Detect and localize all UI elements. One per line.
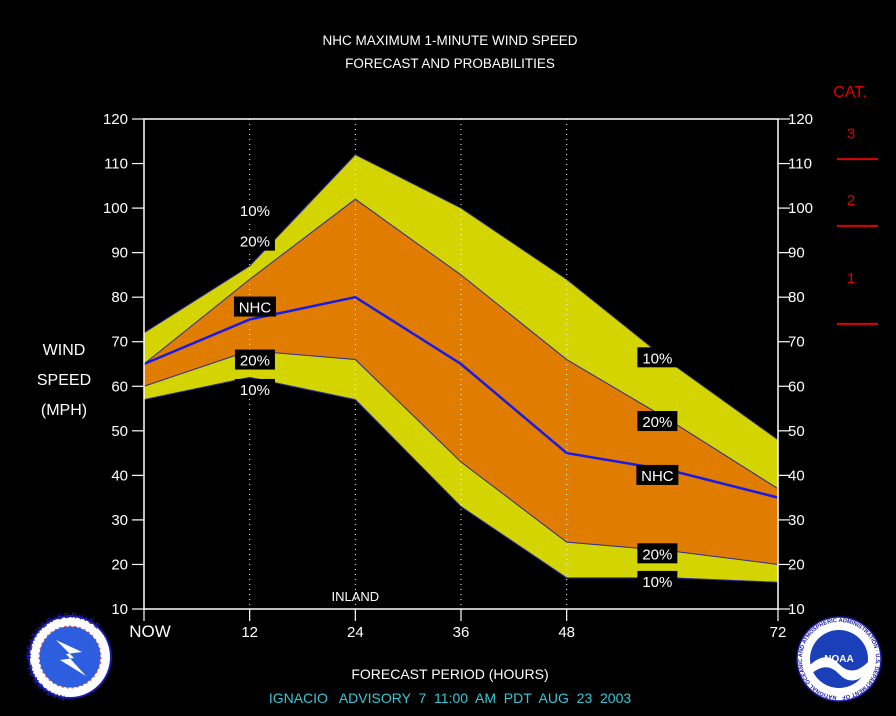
y-tick-label: 20 [788,556,805,573]
series-label-text: 10% [240,203,270,220]
series-label-text: 20% [240,353,270,370]
y-tick-label: 90 [111,245,128,262]
x-tick-label: 48 [558,624,575,641]
y-tick-label: 70 [111,334,128,351]
y-tick-label: 10 [788,601,805,618]
category-scale: CAT. 3 2 1 [833,84,878,325]
nws-logo: NATIONAL WEATHER SERVICE [24,611,112,703]
series-label: 10% [234,199,275,220]
series-label: NHC [636,464,679,485]
series-label-box [637,347,678,368]
y-tick-label: 80 [788,289,805,306]
x-axis: NOW 12 24 36 48 72 [129,609,786,641]
series-label-box [234,230,275,251]
series-label-box [234,199,275,220]
y-tick-label: 50 [788,423,805,440]
y-label-line1: WIND [43,342,86,359]
chart-subtitle: FORECAST AND PROBABILITIES [345,56,555,71]
y-tick-label: 70 [788,334,805,351]
series-label: 10% [637,570,678,591]
x-tick-label: 12 [241,624,258,641]
y-tick-label: 10 [111,601,128,618]
x-axis-label: FORECAST PERIOD (HOURS) [351,666,548,682]
x-tick-label: 24 [347,624,364,641]
series-label-box [637,411,678,432]
series-label: 10% [234,378,275,399]
series-label-text: 20% [642,414,672,431]
series-label-box [234,378,275,399]
series-label-text: 10% [642,350,672,367]
y-tick-label: 20 [111,556,128,573]
y-tick-label: 90 [788,245,805,262]
series-label-text: 20% [642,546,672,563]
y-axis-left: 10 20 30 40 50 60 70 80 90 100 110 120 [103,111,144,618]
y-tick-label: 30 [111,512,128,529]
category-label: 1 [847,270,855,287]
y-tick-label: 40 [111,467,128,484]
series-label-text: 10% [240,382,270,399]
series-label: 20% [637,543,678,564]
series-label: 20% [234,230,275,251]
x-tick-label: 72 [770,624,787,641]
series-label: 20% [234,349,275,370]
chart-title: NHC MAXIMUM 1-MINUTE WIND SPEED [322,33,577,48]
y-tick-label: 100 [788,200,813,217]
inner-band-20pct [144,199,778,565]
series-label-box [636,464,679,485]
series-label-text: NHC [239,300,272,317]
series-label: NHC [233,296,276,317]
series-label-box [234,349,275,370]
series-label: 20% [637,411,678,432]
y-tick-label: 110 [788,156,812,173]
series-label-text: 10% [642,574,672,591]
probability-bands [144,154,778,583]
series-label-box [637,570,678,591]
y-tick-label: 80 [111,289,128,306]
y-tick-label: 110 [104,156,128,173]
inland-annotation: INLAND [331,589,379,604]
category-label: 3 [847,125,855,142]
category-label: 2 [847,192,855,209]
y-label-line2: SPEED [37,372,91,389]
noaa-badge: NOAA [824,654,853,665]
y-tick-label: 50 [111,423,128,440]
y-tick-label: 30 [788,512,805,529]
series-labels: 10% 20% NHC 20% 10% 10% 20% NHC 20% 10% [233,199,679,591]
y-tick-label: 60 [788,378,805,395]
category-title: CAT. [833,84,866,101]
x-tick-label: 36 [453,624,470,641]
series-label-box [637,543,678,564]
y-tick-label: 40 [788,467,805,484]
y-label-line3: (MPH) [41,402,87,419]
y-axis-right: 10 20 30 40 50 60 70 80 90 100 110 120 [778,111,813,618]
series-label-text: NHC [641,468,674,485]
series-label: 10% [637,347,678,368]
series-label-box [233,296,276,317]
series-label-text: 20% [240,234,270,251]
y-tick-label: 60 [111,378,128,395]
x-tick-label: NOW [129,622,171,641]
y-tick-label: 120 [788,111,813,128]
y-tick-label: 100 [103,200,128,217]
advisory-footer: IGNACIO ADVISORY 7 11:00 AM PDT AUG 23 2… [269,690,632,706]
y-tick-label: 120 [103,111,128,128]
